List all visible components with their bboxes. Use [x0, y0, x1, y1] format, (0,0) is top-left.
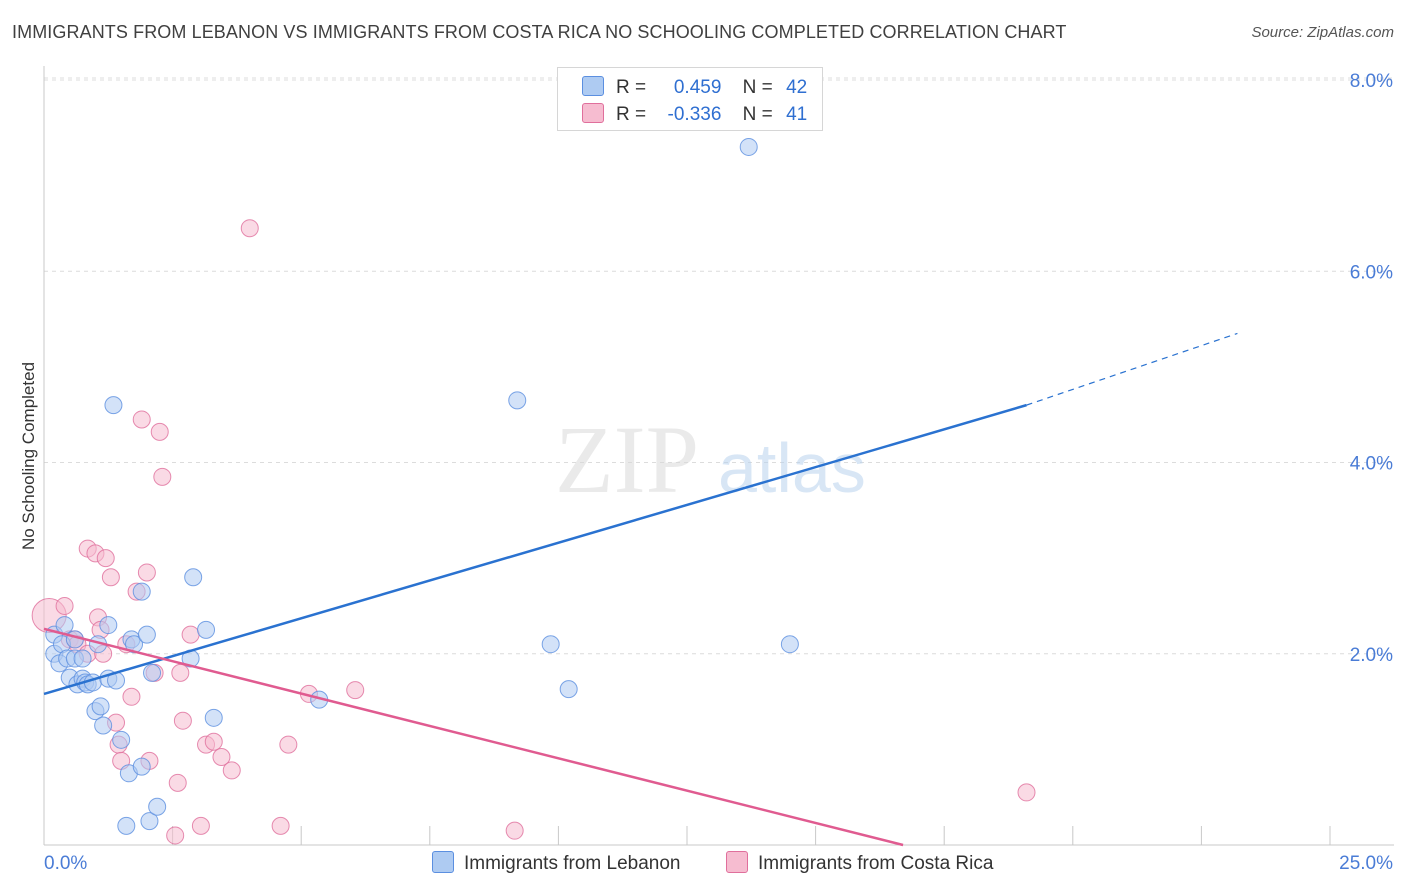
bottom-legend-costa-rica: Immigrants from Costa Rica — [726, 851, 993, 875]
legend-n-label: N = — [742, 77, 773, 98]
lebanon-point — [148, 797, 167, 816]
lebanon-point — [99, 616, 118, 635]
lebanon-point — [132, 582, 151, 601]
lebanon-point — [112, 730, 131, 749]
legend-n-label: N = — [742, 104, 773, 125]
costa-rica-point — [122, 687, 141, 706]
lebanon-point — [91, 697, 110, 716]
costa-rica-point — [346, 681, 365, 700]
chart-title: IMMIGRANTS FROM LEBANON VS IMMIGRANTS FR… — [12, 22, 1067, 42]
costa-rica-point — [150, 422, 169, 441]
costa-rica-point — [137, 563, 156, 582]
costa-rica-point — [96, 549, 115, 568]
costa-rica-point — [168, 773, 187, 792]
lebanon-trend-line — [43, 403, 1027, 696]
watermark: ZIP atlas — [555, 406, 866, 513]
lebanon-point — [143, 663, 162, 682]
costa-rica-point — [181, 625, 200, 644]
costa-rica-point — [279, 735, 298, 754]
lebanon-point — [104, 396, 123, 415]
lebanon-point — [132, 757, 151, 776]
costa-rica-point — [222, 761, 241, 780]
legend-swatch-pink — [582, 103, 604, 123]
costa-rica-point — [240, 219, 259, 238]
costa-rica-point — [505, 821, 524, 840]
lebanon-point — [541, 635, 560, 654]
legend-r-value: 0.459 — [673, 77, 722, 98]
tick-labels: 2.0% 4.0% 6.0% 8.0% 0.0% 25.0% — [44, 71, 1393, 874]
y-tick-label: 8.0% — [1350, 71, 1393, 92]
lebanon-point — [140, 812, 159, 831]
grid-lines — [44, 77, 1394, 655]
watermark-atlas: atlas — [718, 429, 866, 507]
legend-swatch-blue — [582, 76, 604, 96]
legend-n-value: 41 — [786, 104, 808, 125]
costa-rica-point — [191, 816, 210, 835]
legend-label: Immigrants from Costa Rica — [758, 853, 994, 874]
lebanon-point — [559, 680, 578, 699]
costa-rica-point — [212, 748, 231, 767]
costa-rica-point — [166, 826, 185, 845]
data-points — [31, 137, 1036, 845]
legend-label: Immigrants from Lebanon — [464, 853, 681, 874]
lebanon-point — [94, 716, 113, 735]
costa-rica-point — [1017, 783, 1036, 802]
costa-rica-point — [171, 663, 190, 682]
y-tick-label: 2.0% — [1350, 645, 1393, 666]
lebanon-point — [184, 568, 203, 587]
costa-rica-point — [55, 596, 74, 615]
legend-r-label: R = — [616, 104, 647, 125]
costa-rica-point — [173, 711, 192, 730]
trend-lines — [43, 332, 1238, 847]
lebanon-point — [137, 625, 156, 644]
lebanon-point — [55, 616, 74, 635]
lebanon-point — [197, 620, 216, 639]
legend-swatch-blue — [432, 851, 454, 873]
lebanon-point — [780, 635, 799, 654]
legend-row-costa-rica: R = -0.336 N = 41 — [582, 103, 807, 129]
x-tick-label: 25.0% — [1339, 853, 1393, 874]
lebanon-point — [739, 137, 758, 156]
legend-swatch-pink — [726, 851, 748, 873]
costa-rica-point — [153, 467, 172, 486]
lebanon-point — [117, 816, 136, 835]
y-axis-label: No Schooling Completed — [19, 362, 38, 550]
lebanon-point — [508, 391, 527, 410]
stats-legend: R = 0.459 N = 42 R = -0.336 N = 41 — [557, 67, 823, 131]
axes — [43, 66, 1394, 846]
legend-row-lebanon: R = 0.459 N = 42 — [582, 76, 807, 102]
bottom-legend-lebanon: Immigrants from Lebanon — [432, 851, 681, 875]
lebanon-point — [73, 649, 92, 668]
legend-r-label: R = — [616, 77, 647, 98]
costa-rica-point — [271, 816, 290, 835]
costa-rica-trend-line — [43, 627, 904, 847]
costa-rica-point — [101, 568, 120, 587]
lebanon-point — [204, 708, 223, 727]
y-tick-label: 4.0% — [1350, 454, 1393, 475]
watermark-zip: ZIP — [555, 406, 699, 513]
costa-rica-point — [132, 410, 151, 429]
source-label: Source: ZipAtlas.com — [1251, 24, 1394, 41]
legend-n-value: 42 — [786, 77, 808, 98]
x-tick-label: 0.0% — [44, 853, 87, 874]
costa-rica-point — [204, 732, 223, 751]
y-tick-label: 6.0% — [1350, 262, 1393, 283]
legend-r-value: -0.336 — [667, 104, 722, 125]
lebanon-trend-extension — [1026, 332, 1238, 406]
